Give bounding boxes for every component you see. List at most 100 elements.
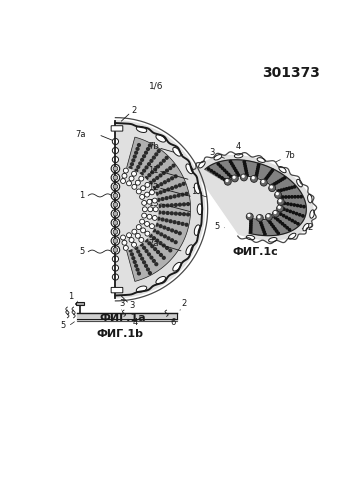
Text: 12: 12	[148, 183, 158, 192]
Circle shape	[155, 193, 158, 195]
Circle shape	[165, 156, 168, 159]
Circle shape	[129, 249, 132, 252]
Circle shape	[282, 196, 284, 198]
Circle shape	[143, 155, 145, 158]
Circle shape	[279, 221, 281, 223]
Text: 3: 3	[209, 148, 215, 157]
Circle shape	[163, 226, 166, 229]
Circle shape	[135, 151, 138, 154]
Circle shape	[174, 231, 177, 233]
Circle shape	[262, 181, 264, 183]
Circle shape	[165, 219, 168, 222]
Circle shape	[142, 213, 146, 218]
Circle shape	[285, 196, 287, 198]
Circle shape	[285, 216, 288, 219]
Circle shape	[270, 186, 272, 188]
Circle shape	[167, 237, 170, 240]
Circle shape	[167, 188, 170, 191]
Circle shape	[288, 218, 291, 220]
Circle shape	[235, 169, 237, 172]
Circle shape	[157, 199, 160, 201]
Circle shape	[174, 175, 177, 178]
Circle shape	[283, 177, 286, 179]
Circle shape	[148, 207, 153, 212]
Text: 2: 2	[307, 223, 313, 232]
Circle shape	[174, 241, 177, 244]
Circle shape	[154, 248, 156, 250]
Ellipse shape	[303, 224, 309, 231]
Circle shape	[273, 210, 280, 217]
Circle shape	[145, 239, 148, 242]
Circle shape	[157, 250, 160, 253]
Circle shape	[111, 228, 120, 236]
Circle shape	[160, 233, 163, 236]
Circle shape	[226, 180, 228, 182]
Circle shape	[152, 216, 157, 221]
Circle shape	[111, 192, 120, 200]
Circle shape	[149, 144, 151, 147]
Text: 301373: 301373	[262, 66, 319, 80]
Circle shape	[295, 213, 298, 215]
Circle shape	[275, 192, 282, 198]
Circle shape	[257, 168, 259, 170]
Circle shape	[137, 166, 140, 168]
Circle shape	[111, 183, 120, 191]
Circle shape	[132, 229, 137, 234]
Circle shape	[149, 271, 151, 274]
Circle shape	[242, 175, 244, 177]
Circle shape	[139, 253, 142, 256]
Circle shape	[288, 229, 291, 231]
Circle shape	[152, 179, 155, 182]
Circle shape	[133, 155, 136, 158]
Circle shape	[261, 224, 263, 226]
Circle shape	[292, 212, 294, 214]
Circle shape	[139, 162, 142, 165]
Circle shape	[153, 229, 156, 232]
Circle shape	[147, 214, 152, 219]
Circle shape	[157, 165, 160, 168]
Circle shape	[113, 166, 118, 171]
Circle shape	[255, 174, 258, 176]
Polygon shape	[115, 121, 204, 298]
Circle shape	[166, 204, 169, 207]
Circle shape	[250, 221, 252, 223]
Circle shape	[152, 156, 155, 159]
Circle shape	[291, 196, 293, 198]
Circle shape	[144, 192, 150, 197]
Circle shape	[297, 196, 299, 198]
Circle shape	[276, 205, 283, 212]
Circle shape	[169, 196, 172, 199]
Circle shape	[267, 219, 270, 221]
Circle shape	[233, 176, 235, 178]
Circle shape	[171, 239, 173, 242]
Ellipse shape	[310, 210, 314, 218]
Circle shape	[275, 230, 278, 232]
Circle shape	[232, 165, 234, 167]
Ellipse shape	[136, 286, 147, 292]
Circle shape	[282, 215, 285, 217]
Polygon shape	[205, 160, 306, 236]
Circle shape	[162, 172, 165, 174]
Circle shape	[113, 175, 118, 180]
Polygon shape	[126, 137, 191, 281]
Circle shape	[299, 214, 301, 216]
Text: 2: 2	[131, 106, 136, 115]
Ellipse shape	[156, 135, 166, 142]
Circle shape	[140, 228, 145, 233]
Circle shape	[129, 167, 132, 169]
Circle shape	[159, 225, 162, 228]
Circle shape	[183, 203, 185, 206]
Circle shape	[129, 176, 134, 181]
Circle shape	[148, 253, 150, 256]
Circle shape	[124, 168, 128, 173]
Ellipse shape	[257, 158, 265, 162]
Circle shape	[293, 186, 296, 188]
Circle shape	[113, 230, 118, 234]
Text: ФИГ.1с: ФИГ.1с	[233, 248, 279, 257]
Circle shape	[149, 235, 152, 237]
Polygon shape	[223, 176, 283, 220]
Circle shape	[251, 176, 257, 182]
Circle shape	[135, 169, 138, 172]
Circle shape	[264, 179, 266, 182]
Circle shape	[171, 177, 173, 180]
